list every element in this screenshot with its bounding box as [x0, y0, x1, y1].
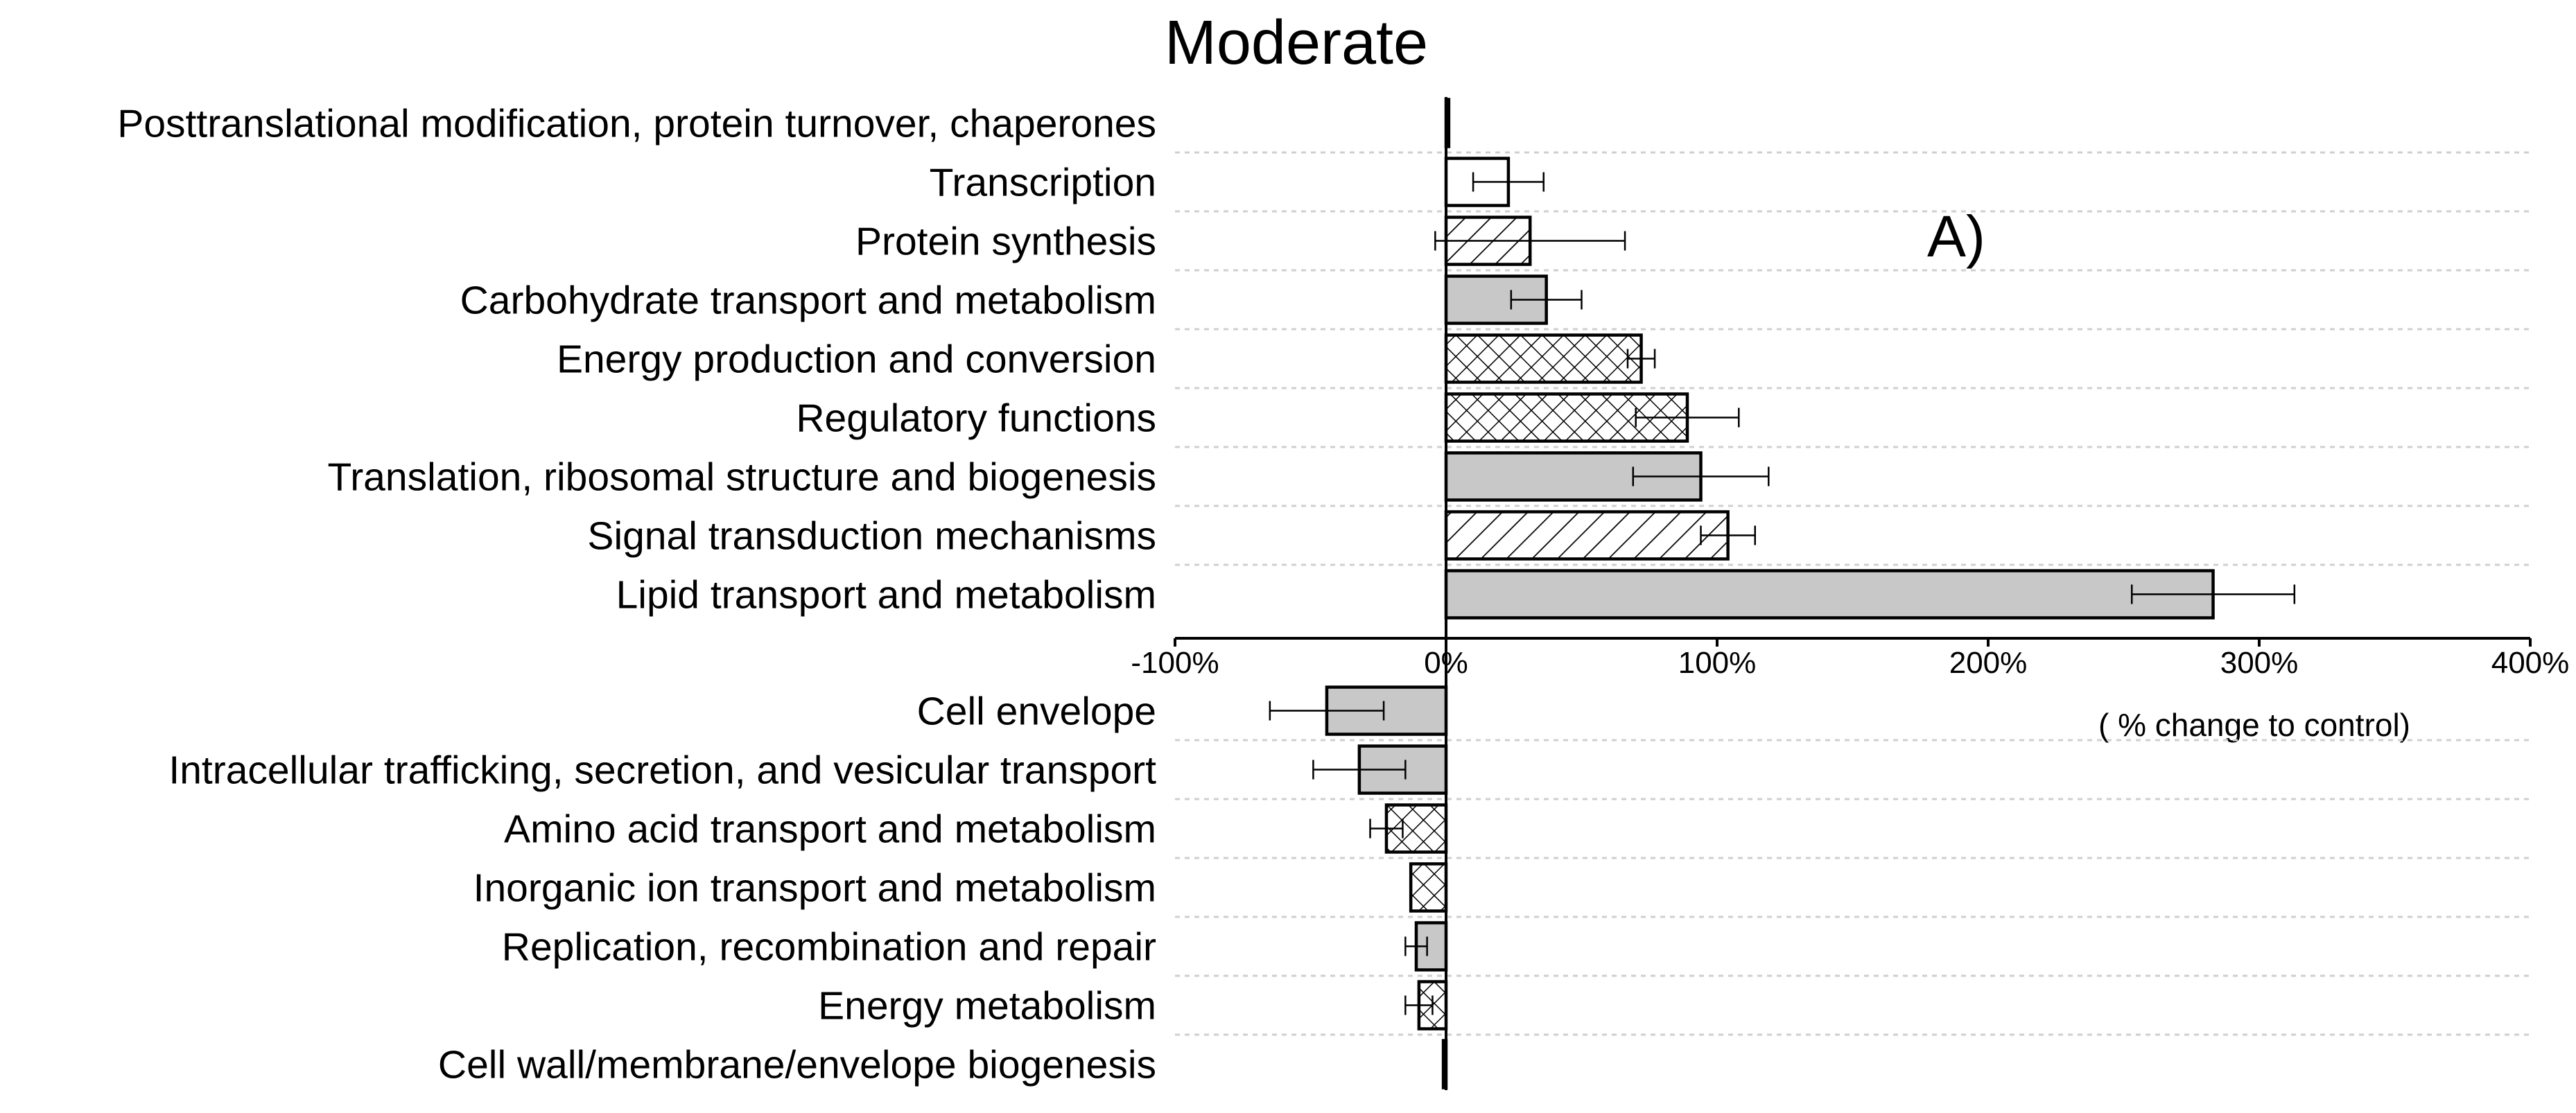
category-label: Protein synthesis [855, 220, 1156, 264]
error-bars [1269, 172, 2296, 1015]
error-bar-positive-2 [1434, 231, 1626, 251]
error-bar-negative-5 [1404, 995, 1434, 1015]
category-label: Cell wall/membrane/envelope biogenesis [438, 1043, 1156, 1087]
x-axis-label: ( % change to control) [2098, 707, 2410, 743]
x-tick-label: 0% [1424, 646, 1468, 680]
category-label: Signal transduction mechanisms [587, 514, 1156, 559]
error-bar-positive-3 [1510, 290, 1583, 310]
category-label: Inorganic ion transport and metabolism [473, 866, 1156, 911]
category-label: Carbohydrate transport and metabolism [460, 279, 1156, 323]
error-bar-positive-4 [1626, 349, 1656, 369]
error-bar-negative-4 [1404, 936, 1428, 956]
x-tick-label: 100% [1678, 646, 1757, 680]
category-label: Posttranslational modification, protein … [117, 102, 1156, 146]
error-bar-positive-7 [1700, 525, 1756, 545]
error-bar-negative-0 [1269, 701, 1385, 721]
chart-title: Moderate [1165, 8, 1428, 78]
category-label: Amino acid transport and metabolism [504, 807, 1156, 852]
axes: -100% 0% 100% 200% 300% 400% [1131, 97, 2569, 1090]
error-bar-positive-1 [1472, 172, 1545, 192]
category-label: Cell envelope [917, 690, 1156, 734]
x-tick-label: -100% [1131, 646, 1219, 680]
bar-negative-3 [1409, 862, 1448, 913]
category-label: Transcription [930, 161, 1156, 205]
category-label: Lipid transport and metabolism [616, 573, 1156, 617]
category-label: Intracellular trafficking, secretion, an… [168, 748, 1156, 793]
error-bar-positive-6 [1632, 466, 1770, 487]
category-labels: Posttranslational modification, protein … [117, 102, 1156, 1087]
error-bar-positive-5 [1635, 407, 1740, 428]
category-label: Energy production and conversion [557, 338, 1156, 382]
bar-positive-4 [1444, 333, 1643, 384]
x-tick-label: 200% [1949, 646, 2028, 680]
panel-label: A) [1927, 204, 1985, 269]
x-tick-label: 300% [2220, 646, 2299, 680]
x-tick-label: 400% [2491, 646, 2570, 680]
error-bar-negative-2 [1369, 818, 1404, 839]
bar-positive-7 [1444, 510, 1730, 561]
category-label: Regulatory functions [796, 396, 1156, 441]
category-label: Replication, recombination and repair [502, 925, 1156, 970]
category-label: Energy metabolism [818, 984, 1156, 1028]
bar-positive-8 [1444, 569, 2215, 620]
bars [1325, 98, 2215, 1089]
category-label: Translation, ribosomal structure and bio… [328, 455, 1157, 500]
error-bar-negative-1 [1312, 760, 1407, 780]
error-bar-positive-8 [2130, 584, 2296, 604]
gridlines [1175, 151, 2530, 1036]
